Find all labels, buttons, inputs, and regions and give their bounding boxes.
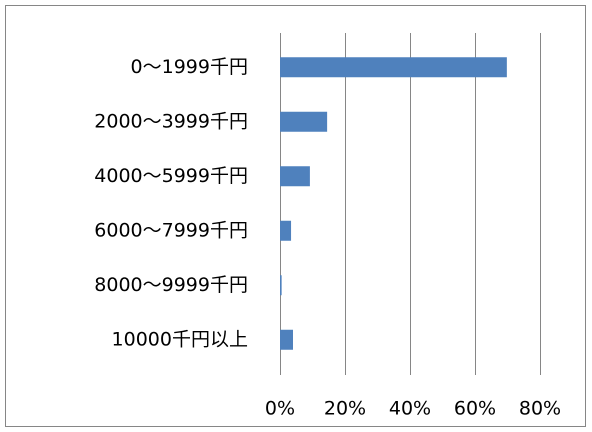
bar	[280, 166, 310, 187]
x-tick-label: 80%	[519, 398, 561, 420]
bar	[280, 111, 328, 132]
x-tick-label: 0%	[265, 398, 295, 420]
y-tick-label: 6000～7999千円	[94, 219, 248, 241]
y-tick-label: 10000千円以上	[112, 328, 248, 350]
y-tick-label: 4000～5999千円	[94, 165, 248, 187]
bar	[280, 57, 507, 78]
x-tick-label: 20%	[324, 398, 366, 420]
x-tick-label: 60%	[454, 398, 496, 420]
bar	[280, 220, 292, 241]
bar	[280, 329, 293, 350]
y-tick-label: 2000～3999千円	[94, 110, 248, 132]
x-tick-label: 40%	[389, 398, 431, 420]
bar	[280, 275, 282, 296]
y-tick-label: 0～1999千円	[131, 56, 248, 78]
y-tick-label: 8000～9999千円	[94, 274, 248, 296]
